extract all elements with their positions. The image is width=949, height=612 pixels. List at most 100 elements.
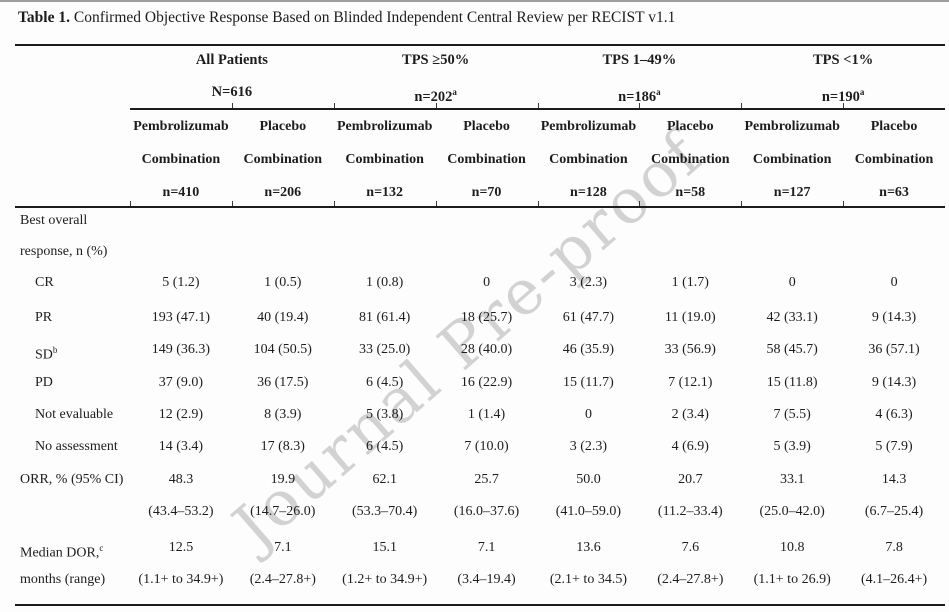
group-title: TPS ≥50% <box>402 52 470 68</box>
data-cell: (41.0–59.0) <box>555 504 622 519</box>
column-boundary-tick <box>435 201 437 206</box>
data-cell: 1 (1.7) <box>671 275 709 290</box>
column-header: Pembrolizumab Combination n=410 <box>130 110 232 209</box>
data-cell: 15 (11.7) <box>563 375 614 390</box>
data-cell: 7 (12.1) <box>668 375 713 390</box>
data-cell: 48.3 <box>168 472 194 487</box>
data-cell: 19.9 <box>270 472 296 487</box>
group-header: TPS <1% n=190a <box>741 44 945 108</box>
column-header: Placebo Combination n=206 <box>232 110 334 209</box>
data-cell: 7.1 <box>274 540 292 555</box>
data-cell: 16 (22.9) <box>460 375 513 390</box>
data-cell: 8 (3.9) <box>264 407 302 422</box>
body-line: SDb 149 (36.3) 104 (50.5) 33 (25.0) 28 (40.0… <box>15 338 945 363</box>
row-label: CR <box>35 275 54 290</box>
column-boundary-tick <box>843 103 845 108</box>
data-cell: 0 <box>788 275 796 290</box>
data-cell: 0 <box>890 275 898 290</box>
data-cell: 3 (2.3) <box>569 439 608 454</box>
column-boundary-tick <box>130 201 131 206</box>
column-boundary-tick <box>843 201 845 206</box>
row-label: ORR, % (95% CI) <box>20 472 124 487</box>
data-cell: 46 (35.9) <box>562 342 615 357</box>
data-cell: 58 (45.7) <box>766 342 818 357</box>
data-cell: 104 (50.5) <box>253 342 312 357</box>
column-header: Pembrolizumab Combination n=127 <box>741 110 843 209</box>
data-cell: 15.1 <box>372 540 397 555</box>
column-boundary-tick <box>537 201 539 206</box>
data-cell: 20.7 <box>678 472 703 487</box>
column-header: Placebo Combination n=58 <box>639 110 741 209</box>
column-boundary-tick <box>435 103 437 108</box>
superscript: b <box>52 345 58 355</box>
column-header: Placebo Combination n=70 <box>436 110 538 209</box>
data-cell: 7.8 <box>885 540 903 555</box>
data-cell: 1 (0.8) <box>366 275 404 290</box>
results-table: All Patients N=616 TPS ≥50% n=202a TPS 1–49%… <box>15 44 945 612</box>
arm-name: Combination <box>141 152 221 167</box>
table-title-text: Confirmed Objective Response Based on Bl… <box>69 9 676 26</box>
data-cell: (1.1+ to 26.9) <box>753 572 831 587</box>
column-header: Placebo Combination n=63 <box>843 110 945 209</box>
data-cell: 1 (1.4) <box>467 407 506 422</box>
row-label: Not evaluable <box>35 407 114 422</box>
data-cell: 7 (10.0) <box>464 439 509 454</box>
n-value: n=70 <box>471 185 502 200</box>
data-cell: (2.4–27.8+) <box>249 572 316 587</box>
drug-name: Placebo <box>259 119 307 134</box>
data-cell: 12.5 <box>168 540 194 555</box>
body-line: PD 37 (9.0) 36 (17.5) 6 (4.5) 16 (22.9) 15 (1… <box>15 371 945 395</box>
data-cell: 18 (25.7) <box>460 310 513 325</box>
data-cell: (6.7–25.4) <box>864 504 924 519</box>
data-cell: 7 (5.5) <box>773 407 811 422</box>
column-boundary-tick <box>231 201 233 206</box>
group-n: n=202a <box>414 87 457 105</box>
data-cell: 28 (40.0) <box>460 342 513 357</box>
arm-name: Combination <box>651 152 730 167</box>
row-label: PR <box>35 310 53 325</box>
data-cell: (3.4–19.4) <box>457 572 516 587</box>
data-cell: 4 (6.3) <box>875 407 913 422</box>
body-line: Best overall <box>15 209 945 233</box>
data-cell: (1.1+ to 34.9+) <box>138 572 224 587</box>
data-cell: 36 (17.5) <box>257 375 309 390</box>
data-cell: (2.1+ to 34.5) <box>549 572 627 587</box>
data-cell: 62.1 <box>372 472 397 487</box>
data-cell: (2.4–27.8+) <box>657 572 724 587</box>
data-cell: 13.6 <box>576 540 601 555</box>
n-value: n=410 <box>162 185 200 200</box>
table-title: Table 1. Confirmed Objective Response Ba… <box>18 9 675 27</box>
superscript: a <box>452 87 457 97</box>
rule-top <box>15 44 945 46</box>
data-cell: 12 (2.9) <box>158 407 204 422</box>
data-cell: 0 <box>483 275 491 290</box>
column-boundary-tick <box>537 103 539 108</box>
data-cell: 42 (33.1) <box>766 310 818 325</box>
arm-name: Combination <box>549 152 628 167</box>
data-cell: 61 (47.7) <box>562 310 615 325</box>
body-line: ORR, % (95% CI) 48.3 19.9 62.1 25.7 50.0 20.7 3… <box>15 468 945 492</box>
data-cell: 14.3 <box>881 472 907 487</box>
group-title: TPS 1–49% <box>602 52 677 68</box>
row-label: Best overall <box>20 213 88 228</box>
data-cell: 10.8 <box>779 540 805 555</box>
data-cell: 1 (0.5) <box>264 275 302 290</box>
data-cell: 3 (2.3) <box>569 275 608 290</box>
data-cell: 36 (57.1) <box>868 342 920 357</box>
body-line: response, n (%) <box>15 240 945 264</box>
superscript: c <box>99 543 104 553</box>
data-cell: 33 (25.0) <box>359 342 411 357</box>
data-cell: 9 (14.3) <box>871 375 917 390</box>
row-label: Median DOR,c <box>20 543 104 561</box>
data-cell: 5 (1.2) <box>162 275 200 290</box>
group-header: All Patients N=616 <box>130 44 334 108</box>
data-cell: 5 (3.9) <box>773 439 811 454</box>
data-cell: (16.0–37.6) <box>453 504 520 519</box>
data-cell: 2 (3.4) <box>671 407 709 422</box>
drug-name: Placebo <box>870 119 918 134</box>
body-line: CR 5 (1.2) 1 (0.5) 1 (0.8) 0 3 (2.3) 1 (1.7) 0 0 <box>15 271 945 295</box>
data-cell: 25.7 <box>474 472 499 487</box>
column-boundary-tick <box>639 103 641 108</box>
drug-name: Pembrolizumab <box>336 119 433 134</box>
data-cell: 6 (4.5) <box>366 375 404 390</box>
